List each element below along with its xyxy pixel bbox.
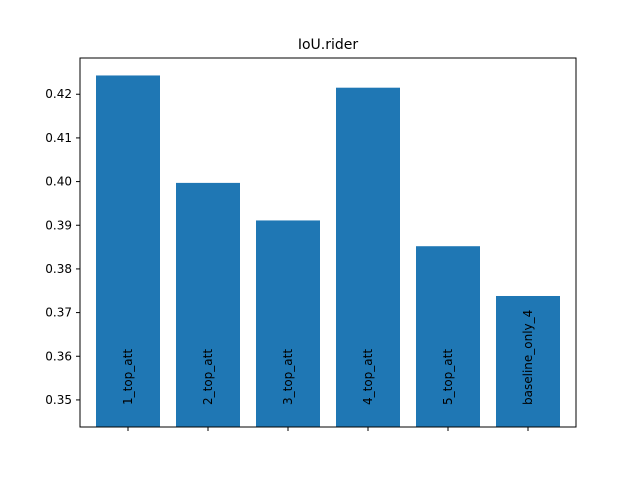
y-tick-label: 0.42 [45, 87, 72, 101]
bar-3_top_att [256, 220, 320, 427]
bars-group [96, 75, 560, 427]
plot-frame [79, 57, 577, 428]
bar-2_top_att [176, 182, 240, 427]
bar-label-3_top_att: 3_top_att [281, 349, 295, 405]
y-tick-label: 0.41 [45, 131, 72, 145]
y-tick-label: 0.35 [45, 393, 72, 407]
bar-label-baseline_only_4: baseline_only_4 [521, 310, 535, 405]
bar-label-1_top_att: 1_top_att [121, 349, 135, 405]
y-tick-label: 0.37 [45, 306, 72, 320]
y-axis: 0.35 0.36 0.37 0.38 0.39 0.40 0.41 0.42 [45, 87, 80, 407]
bar-4_top_att [336, 87, 400, 427]
x-axis [127, 427, 529, 431]
y-tick-label: 0.38 [45, 262, 72, 276]
bar-labels-group: 1_top_att 2_top_att 3_top_att 4_top_att 5_to… [121, 310, 535, 405]
bar-5_top_att [416, 246, 480, 427]
y-tick-label: 0.36 [45, 349, 72, 363]
bar-label-5_top_att: 5_top_att [441, 349, 455, 405]
y-tick-label: 0.40 [45, 175, 72, 189]
bar-label-4_top_att: 4_top_att [361, 349, 375, 405]
chart-title: IoU.rider [298, 37, 359, 53]
bar-label-2_top_att: 2_top_att [201, 349, 215, 405]
bar-baseline_only_4 [496, 295, 560, 427]
bar-1_top_att [96, 75, 160, 427]
y-tick-label: 0.39 [45, 218, 72, 232]
